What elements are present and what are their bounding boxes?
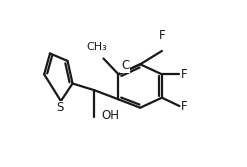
Text: OH: OH: [101, 109, 119, 122]
Text: F: F: [159, 29, 165, 42]
Text: C: C: [121, 59, 129, 72]
Text: F: F: [181, 68, 188, 81]
Text: S: S: [56, 101, 64, 114]
Text: CH₃: CH₃: [86, 42, 107, 52]
Text: F: F: [181, 100, 188, 113]
